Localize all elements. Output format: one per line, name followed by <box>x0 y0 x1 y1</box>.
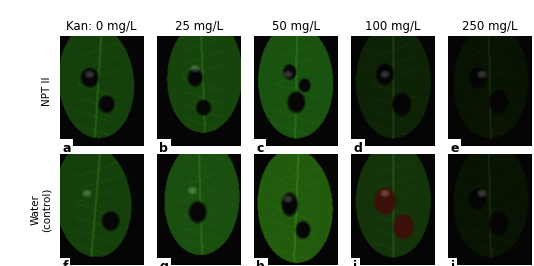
Text: 25 mg/L: 25 mg/L <box>175 20 223 33</box>
Text: NPT II: NPT II <box>42 76 52 106</box>
Text: a: a <box>62 142 71 155</box>
Text: f: f <box>62 260 68 266</box>
Text: 50 mg/L: 50 mg/L <box>272 20 319 33</box>
Text: h: h <box>256 260 265 266</box>
Text: 100 mg/L: 100 mg/L <box>365 20 420 33</box>
Text: g: g <box>159 260 168 266</box>
Text: c: c <box>256 142 264 155</box>
Text: e: e <box>450 142 459 155</box>
Text: b: b <box>159 142 168 155</box>
Text: Kan: 0 mg/L: Kan: 0 mg/L <box>66 20 137 33</box>
Text: 250 mg/L: 250 mg/L <box>462 20 517 33</box>
Text: Water
(control): Water (control) <box>30 187 52 232</box>
Text: i: i <box>353 260 357 266</box>
Text: d: d <box>353 142 362 155</box>
Text: j: j <box>450 260 454 266</box>
